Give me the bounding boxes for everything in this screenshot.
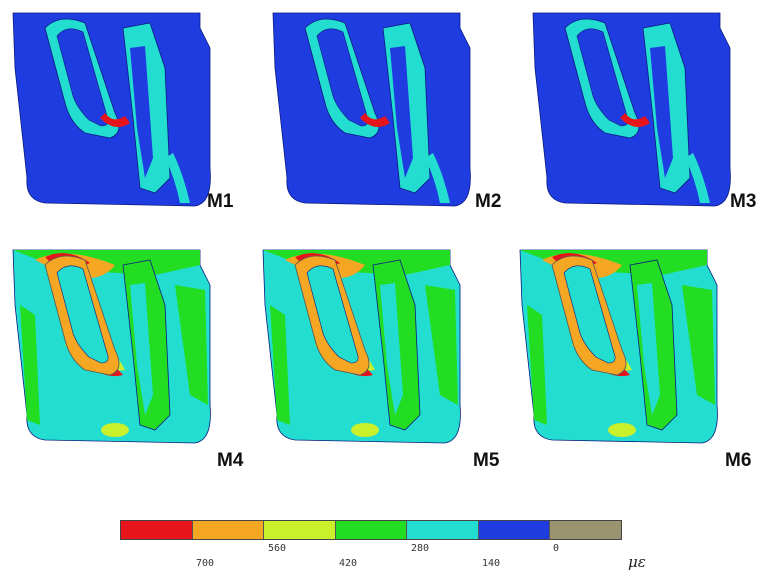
model-label-m2: M2: [475, 191, 502, 212]
root-canal: [390, 46, 413, 178]
legend-tick-700: 700: [196, 558, 215, 569]
legend-swatch: [407, 521, 479, 539]
socket-cavity: [316, 28, 369, 127]
strain-map-m4: [12, 249, 211, 444]
model-label-m1: M1: [207, 191, 234, 212]
legend-tick-280: 280: [411, 543, 430, 554]
legend-tick-140: 140: [482, 558, 501, 569]
model-panel-m6: M6: [512, 245, 762, 475]
legend-tick-560: 560: [268, 543, 287, 554]
strain-zone: [685, 153, 710, 203]
strain-zone: [527, 305, 547, 425]
strain-zone: [682, 285, 715, 405]
strain-zone: [175, 285, 208, 405]
legend-swatch: [335, 521, 408, 539]
socket-cavity: [306, 265, 359, 364]
legend-tick-0: 0: [553, 543, 560, 554]
strain-zone: [351, 423, 379, 437]
legend-tick-420: 420: [339, 558, 358, 569]
strain-map-m6: [519, 249, 718, 444]
strain-zone: [425, 153, 450, 203]
legend-swatch: [121, 521, 193, 539]
root-canal: [650, 46, 673, 178]
model-label-m4: M4: [217, 450, 244, 471]
model-label-m5: M5: [473, 450, 500, 471]
strain-zone: [425, 285, 458, 405]
strain-zone: [101, 423, 129, 437]
jaw-section: [262, 249, 461, 444]
strain-hotspot: [360, 113, 390, 127]
root-canal: [130, 46, 153, 178]
strain-map-m1: [12, 12, 211, 207]
jaw-section: [12, 249, 211, 444]
legend-swatch: [478, 521, 551, 539]
root-canal: [130, 283, 153, 415]
strain-map-m2: [272, 12, 471, 207]
jaw-section: [519, 249, 718, 444]
strain-map-m5: [262, 249, 461, 444]
jaw-section: [272, 12, 471, 207]
socket-cavity: [56, 265, 109, 364]
strain-zone: [20, 305, 40, 425]
color-legend: [120, 520, 622, 540]
strain-map-m3: [532, 12, 731, 207]
model-panel-m5: M5: [255, 245, 505, 475]
legend-unit: με: [628, 553, 646, 571]
strain-hotspot: [100, 113, 130, 127]
root-canal: [637, 283, 660, 415]
strain-zone: [270, 305, 290, 425]
socket-cavity: [56, 28, 109, 127]
model-panel-m1: M1: [5, 8, 255, 238]
model-panel-m2: M2: [265, 8, 515, 238]
legend-swatch: [192, 521, 265, 539]
jaw-section: [12, 12, 211, 207]
model-panel-m3: M3: [525, 8, 762, 238]
legend-swatch: [550, 521, 622, 539]
strain-zone: [165, 153, 190, 203]
strain-zone: [608, 423, 636, 437]
root-canal: [380, 283, 403, 415]
strain-hotspot: [620, 113, 650, 127]
model-label-m6: M6: [725, 450, 752, 471]
socket-cavity: [563, 265, 616, 364]
legend-swatch: [264, 521, 336, 539]
jaw-section: [532, 12, 731, 207]
model-panel-m4: M4: [5, 245, 255, 475]
model-label-m3: M3: [730, 191, 757, 212]
socket-cavity: [576, 28, 629, 127]
